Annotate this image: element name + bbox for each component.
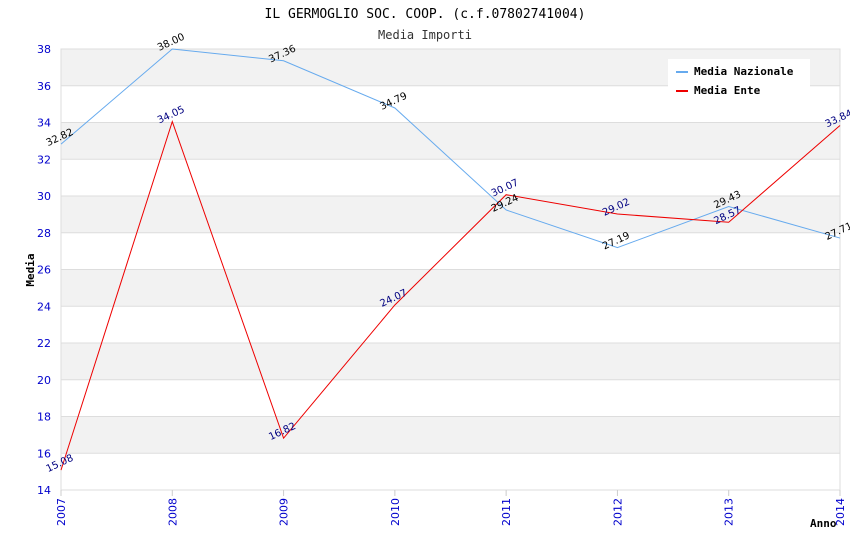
- y-tick-labels: 14 16 18 20 22 24 26 28 30 32 34 36 38: [37, 43, 51, 497]
- x-tick-label: 2011: [500, 498, 513, 526]
- grid-band: [61, 269, 840, 307]
- legend-label: Media Nazionale: [694, 65, 794, 78]
- x-tick-label: 2007: [55, 498, 68, 526]
- y-tick-label: 36: [37, 80, 51, 93]
- x-tick-label: 2014: [834, 498, 847, 526]
- series-group: [60, 48, 841, 471]
- legend-label: Media Ente: [694, 84, 761, 97]
- chart-title: IL GERMOGLIO SOC. COOP. (c.f.07802741004…: [265, 7, 586, 22]
- grid-band: [61, 159, 840, 196]
- y-tick-label: 32: [37, 153, 51, 166]
- y-tick-label: 14: [37, 484, 51, 497]
- x-axis-label: Anno: [810, 517, 837, 530]
- x-tick-labels: 2007 2008 2009 2010 2011 2012 2013 2014: [55, 498, 847, 526]
- y-tick-label: 24: [37, 300, 51, 313]
- grid-band: [61, 343, 840, 380]
- x-tick-label: 2013: [723, 498, 736, 526]
- grid-band: [61, 453, 840, 490]
- x-tick-label: 2012: [611, 498, 624, 526]
- series-line: [60, 48, 841, 249]
- grid-band: [61, 232, 840, 270]
- y-tick-label: 16: [37, 447, 51, 460]
- legend: Media Nazionale Media Ente: [668, 59, 810, 101]
- x-tick-label: 2009: [278, 498, 291, 526]
- plot-border: [60, 48, 841, 491]
- grid-band: [61, 379, 840, 417]
- grid-lines: [60, 48, 841, 496]
- y-tick-label: 26: [37, 264, 51, 277]
- grid-band: [61, 416, 840, 454]
- y-tick-label: 22: [37, 337, 51, 350]
- x-tick-label: 2010: [389, 498, 402, 526]
- y-tick-label: 30: [37, 190, 51, 203]
- grid-band: [61, 196, 840, 233]
- legend-box: [668, 59, 810, 101]
- x-tick-label: 2008: [166, 498, 179, 526]
- y-tick-label: 38: [37, 43, 51, 56]
- grid-band: [61, 122, 840, 160]
- series-line: [60, 120, 841, 471]
- grid-band: [61, 306, 840, 343]
- y-tick-label: 20: [37, 374, 51, 387]
- y-tick-label: 34: [37, 117, 51, 130]
- y-tick-label: 18: [37, 411, 51, 424]
- y-axis-label: Media: [24, 253, 37, 286]
- chart-subtitle: Media Importi: [378, 28, 472, 42]
- y-tick-label: 28: [37, 227, 51, 240]
- grid-bands: [61, 49, 840, 490]
